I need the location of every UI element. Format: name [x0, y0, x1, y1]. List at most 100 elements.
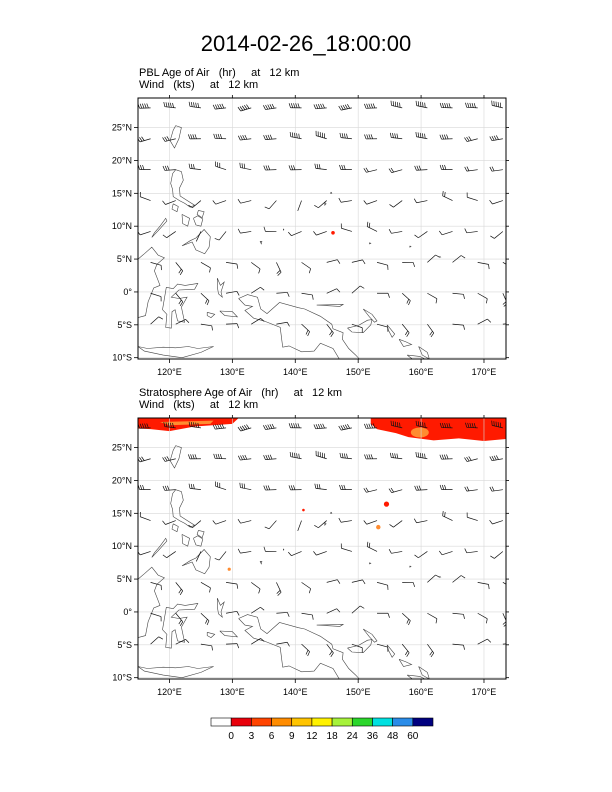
- wind-barb: [276, 641, 290, 647]
- coastline: [217, 597, 225, 619]
- wind-barb: [427, 292, 438, 304]
- wind-barb: [188, 101, 201, 109]
- wind-barb: [339, 164, 352, 171]
- wind-barb: [351, 259, 366, 265]
- wind-barb: [162, 456, 176, 462]
- wind-barb: [289, 131, 302, 140]
- x-tick-label: 120°E: [157, 367, 182, 377]
- wind-barb: [465, 422, 478, 429]
- wind-barb: [237, 199, 252, 204]
- wind-barb: [338, 197, 352, 203]
- wind-barb: [251, 606, 265, 614]
- coastline: [196, 210, 205, 219]
- wind-barb: [297, 200, 302, 211]
- wind-barb: [389, 520, 403, 528]
- wind-barb: [326, 288, 341, 294]
- coastline: [438, 256, 442, 258]
- wind-barb: [438, 550, 453, 556]
- wind-barb: [314, 483, 327, 491]
- wind-barb: [389, 200, 403, 208]
- wind-barb: [388, 487, 403, 493]
- x-tick-label: 160°E: [409, 367, 434, 377]
- coastline: [219, 630, 239, 638]
- wind-barb: [138, 551, 151, 556]
- coastline: [169, 125, 182, 149]
- wind-barb: [376, 323, 389, 332]
- wind-barb: [188, 454, 201, 460]
- wind-barb: [313, 231, 327, 236]
- plume-spot: [383, 501, 390, 507]
- wind-barb: [276, 582, 282, 596]
- wind-barb: [351, 323, 363, 333]
- wind-barb: [237, 424, 252, 432]
- wind-barb: [213, 133, 227, 140]
- wind-barb: [351, 285, 365, 294]
- wind-barb: [138, 164, 151, 171]
- coastline: [283, 228, 285, 231]
- wind-barb: [175, 262, 184, 276]
- coastline: [138, 566, 165, 638]
- wind-barb: [427, 323, 435, 338]
- coastline: [369, 562, 372, 565]
- coastline: [409, 565, 412, 568]
- x-tick-label: 150°E: [346, 367, 371, 377]
- wind-barb: [491, 420, 503, 429]
- wind-barb: [276, 262, 282, 276]
- wind-barb: [442, 511, 453, 521]
- coastline: [407, 354, 426, 359]
- wind-barb: [139, 511, 151, 521]
- coastline: [151, 217, 168, 238]
- wind-barb: [389, 452, 403, 460]
- wind-barb: [401, 612, 411, 626]
- wind-barb: [188, 483, 201, 491]
- wind-barb: [138, 423, 151, 429]
- y-tick-label: 0°: [123, 287, 132, 297]
- wind-barb: [226, 290, 240, 296]
- wind-barb: [297, 520, 302, 531]
- wind-barb: [438, 230, 453, 236]
- wind-barb: [477, 318, 492, 325]
- wind-barb: [263, 165, 277, 171]
- pbl-panel-subtitle: Wind (kts) at 12 km: [139, 79, 259, 91]
- wind-barb: [363, 487, 378, 493]
- wind-barb: [452, 292, 465, 300]
- wind-barb: [162, 485, 176, 491]
- plume-spot: [227, 567, 231, 571]
- wind-barb: [195, 551, 202, 562]
- coastline: [138, 346, 214, 359]
- wind-barb: [237, 104, 252, 112]
- wind-barb: [289, 451, 302, 460]
- plume-northwest-core: [160, 420, 214, 426]
- coastline: [283, 548, 285, 551]
- wind-barb: [489, 486, 503, 492]
- y-tick-label: 5°N: [117, 254, 132, 264]
- wind-barb: [490, 551, 504, 559]
- coastline: [138, 246, 165, 318]
- wind-barb: [490, 231, 504, 239]
- wind-barb: [313, 551, 327, 556]
- wind-barb: [163, 421, 176, 429]
- y-tick-label: 25°N: [112, 443, 132, 453]
- wind-barb: [200, 292, 210, 306]
- wind-barb: [427, 574, 440, 583]
- wind-barb: [477, 262, 490, 270]
- coastline: [162, 603, 199, 649]
- wind-barb: [301, 612, 314, 620]
- wind-barb: [439, 454, 453, 460]
- coastline: [407, 674, 426, 679]
- wind-barb: [288, 423, 302, 429]
- wind-barb: [237, 134, 252, 141]
- coastline: [193, 215, 204, 227]
- plume-spot: [331, 230, 335, 235]
- wind-barb: [251, 286, 265, 294]
- wind-barb: [251, 262, 261, 274]
- coastline: [398, 659, 413, 667]
- wind-barb: [390, 420, 403, 429]
- wind-barb: [239, 482, 252, 491]
- wind-barb: [388, 167, 403, 173]
- coastline: [138, 666, 214, 679]
- coastline: [398, 339, 413, 347]
- wind-barb: [415, 420, 428, 429]
